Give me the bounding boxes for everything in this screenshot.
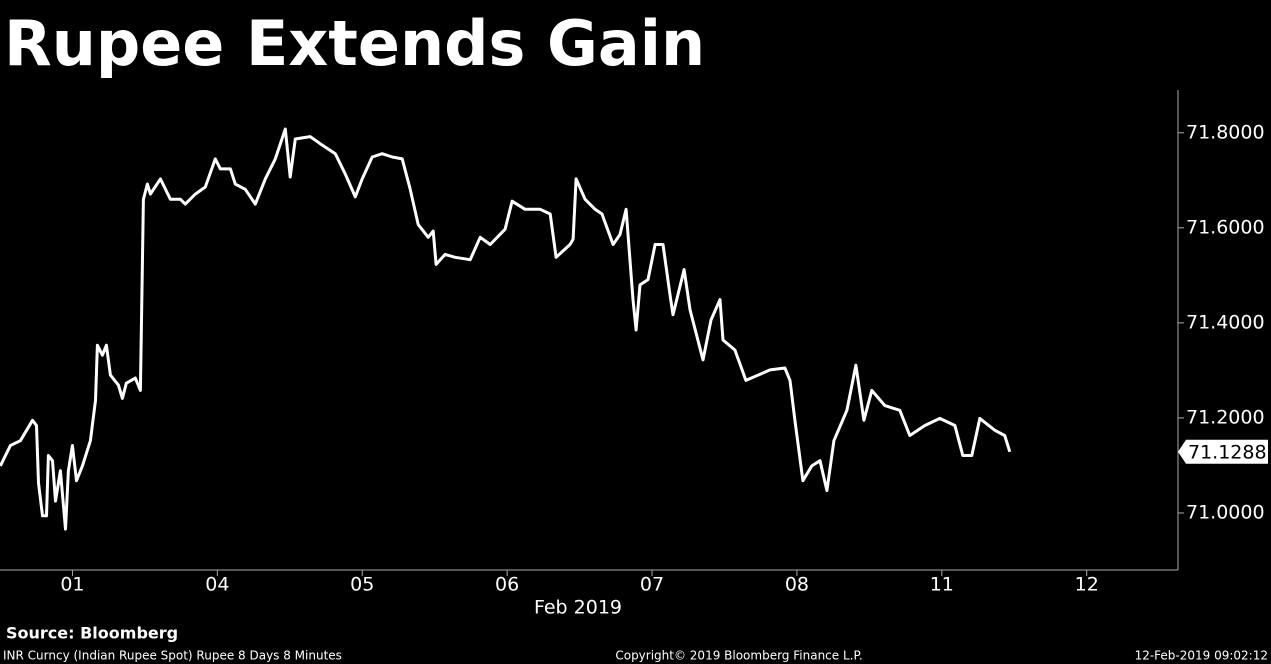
last-value-label: 71.1288 bbox=[1188, 441, 1267, 463]
y-tick-label: 71.2000 bbox=[1186, 406, 1265, 428]
x-tick-label: 01 bbox=[60, 574, 84, 596]
y-tick-label: 71.0000 bbox=[1186, 501, 1265, 523]
y-tick-label: 71.6000 bbox=[1186, 216, 1265, 238]
y-tick-label: 71.4000 bbox=[1186, 311, 1265, 333]
x-tick-label: 08 bbox=[785, 574, 809, 596]
x-tick-label: 04 bbox=[205, 574, 229, 596]
x-tick-label: 12 bbox=[1075, 574, 1099, 596]
footer-left: INR Curncy (Indian Rupee Spot) Rupee 8 D… bbox=[3, 649, 342, 663]
y-tick-label: 71.8000 bbox=[1186, 121, 1265, 143]
last-value-box bbox=[1178, 439, 1268, 464]
footer-right: 12-Feb-2019 09:02:12 bbox=[1135, 649, 1268, 663]
x-tick-label: 07 bbox=[640, 574, 664, 596]
price-line bbox=[0, 127, 1012, 531]
x-axis-label: Feb 2019 bbox=[534, 597, 622, 619]
footer-center: Copyright© 2019 Bloomberg Finance L.P. bbox=[615, 649, 862, 663]
x-tick-label: 11 bbox=[930, 574, 954, 596]
chart-title: Rupee Extends Gain bbox=[4, 7, 705, 80]
x-tick-label: 05 bbox=[350, 574, 374, 596]
source: Source: Bloomberg bbox=[6, 624, 178, 643]
x-tick-label: 06 bbox=[495, 574, 519, 596]
